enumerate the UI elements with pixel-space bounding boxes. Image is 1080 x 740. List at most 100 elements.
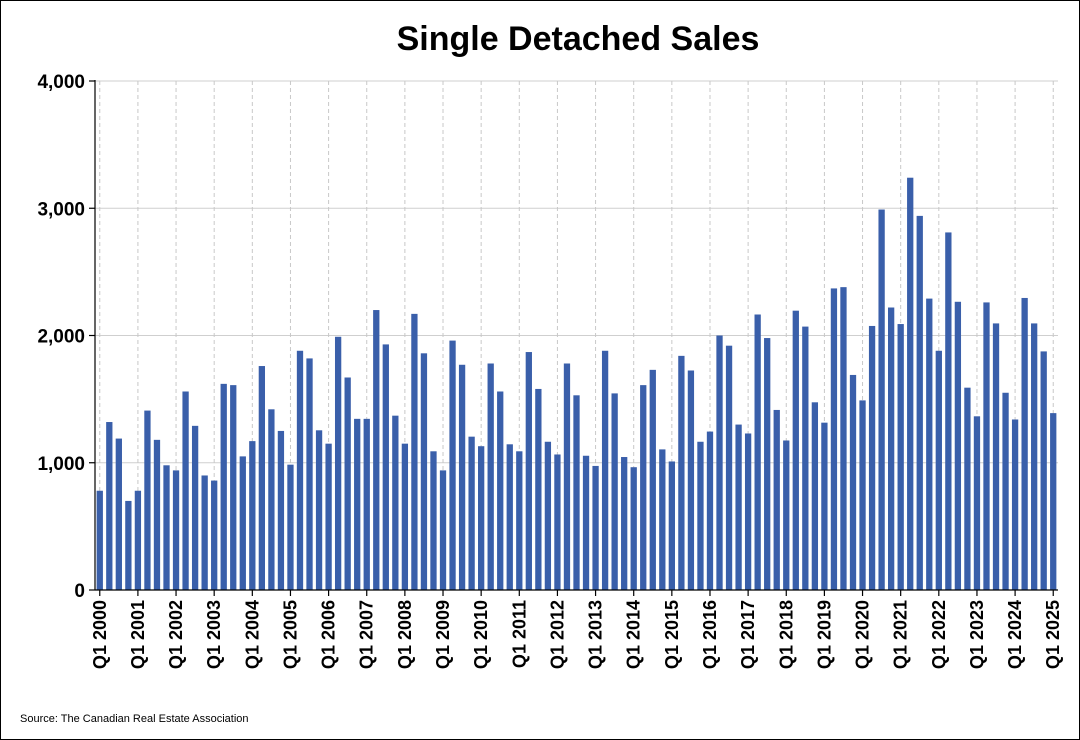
bar <box>573 395 580 590</box>
bar <box>172 470 180 590</box>
bar <box>287 464 294 590</box>
bar <box>449 340 456 590</box>
x-tick-label: Q1 2004 <box>242 600 262 669</box>
x-tick-label: Q1 2016 <box>700 600 720 669</box>
bar <box>478 446 485 590</box>
bar <box>363 418 370 590</box>
y-tick-label: 4,000 <box>37 72 85 93</box>
bar <box>439 470 447 590</box>
bar <box>773 409 780 590</box>
bar <box>973 416 981 590</box>
y-axis-ticks: 0 1,000 2,000 3,000 4,000 <box>37 72 85 602</box>
bar <box>230 385 237 590</box>
x-tick-label: Q1 2012 <box>547 600 567 669</box>
bar <box>983 302 990 590</box>
bar <box>544 441 552 590</box>
bar <box>191 425 199 590</box>
bar <box>277 430 285 590</box>
bar <box>907 177 914 590</box>
bar <box>115 438 122 590</box>
bar <box>182 391 189 590</box>
bar <box>430 451 437 590</box>
bar <box>1011 419 1019 590</box>
bar <box>611 393 618 590</box>
bar <box>992 323 1000 590</box>
y-tick-label: 3,000 <box>37 199 85 220</box>
bar <box>516 451 523 590</box>
bar <box>792 310 799 590</box>
bar <box>640 385 647 590</box>
x-tick-label: Q1 2009 <box>433 600 453 669</box>
bar <box>592 465 599 590</box>
x-tick-label: Q1 2017 <box>738 600 758 669</box>
bar <box>106 422 113 590</box>
y-tick-label: 1,000 <box>37 454 85 475</box>
x-tick-label: Q1 2015 <box>662 600 682 669</box>
bar <box>458 364 466 590</box>
x-axis-ticks: Q1 2000 Q1 2001 Q1 2002 Q1 2003 Q1 2004 Q1 20… <box>90 600 1063 669</box>
bar <box>96 490 103 590</box>
y-tick-label: 2,000 <box>37 327 85 348</box>
bar <box>268 409 275 590</box>
bar <box>125 500 132 590</box>
bar <box>945 232 952 591</box>
bar <box>1021 297 1028 590</box>
bar <box>687 370 695 590</box>
bar <box>554 454 561 590</box>
bar <box>144 410 151 590</box>
bar <box>211 480 218 590</box>
x-tick-label: Q1 2020 <box>853 600 873 669</box>
bar <box>1031 323 1038 590</box>
bar <box>506 444 513 590</box>
bar <box>764 338 771 590</box>
x-tick-label: Q1 2021 <box>891 600 911 669</box>
bar <box>897 324 904 590</box>
x-tick-label: Q1 2024 <box>1005 600 1025 669</box>
bar <box>697 441 704 590</box>
bar <box>468 436 475 590</box>
x-tick-label: Q1 2013 <box>586 600 606 669</box>
bar <box>706 431 714 590</box>
bar <box>420 353 428 590</box>
bar <box>344 377 351 590</box>
bar <box>535 388 542 590</box>
bar <box>315 430 323 590</box>
bar <box>1050 413 1057 590</box>
bar <box>401 443 409 590</box>
bar <box>334 336 342 590</box>
bar <box>630 467 637 590</box>
bar <box>392 415 399 590</box>
bar <box>802 326 809 590</box>
x-tick-label: Q1 2025 <box>1043 600 1063 669</box>
x-tick-label: Q1 2018 <box>776 600 796 669</box>
x-tick-label: Q1 2002 <box>166 600 186 669</box>
bar <box>525 352 532 590</box>
bar <box>354 418 361 590</box>
bar <box>668 461 675 590</box>
bars <box>96 177 1057 591</box>
bar <box>296 350 304 590</box>
x-tick-label: Q1 2008 <box>395 600 415 669</box>
x-tick-label: Q1 2007 <box>357 600 377 669</box>
bar <box>954 301 962 590</box>
chart-title: Single Detached Sales <box>397 20 760 58</box>
bar <box>1002 392 1009 590</box>
x-tick-label: Q1 2006 <box>319 600 339 669</box>
y-tick-label: 0 <box>74 581 85 602</box>
bar <box>220 383 227 590</box>
bar <box>878 209 885 590</box>
bar <box>249 441 256 590</box>
bar <box>716 335 723 590</box>
bar <box>735 424 742 590</box>
bar <box>239 456 246 590</box>
bar <box>849 374 857 590</box>
bar <box>916 215 923 590</box>
bar <box>153 439 161 590</box>
bar <box>926 298 933 590</box>
bar <box>382 344 389 590</box>
bar <box>830 288 838 590</box>
bar <box>201 475 208 590</box>
source-note: Source: The Canadian Real Estate Associa… <box>20 713 249 725</box>
x-tick-label: Q1 2023 <box>967 600 987 669</box>
bar <box>725 345 733 590</box>
